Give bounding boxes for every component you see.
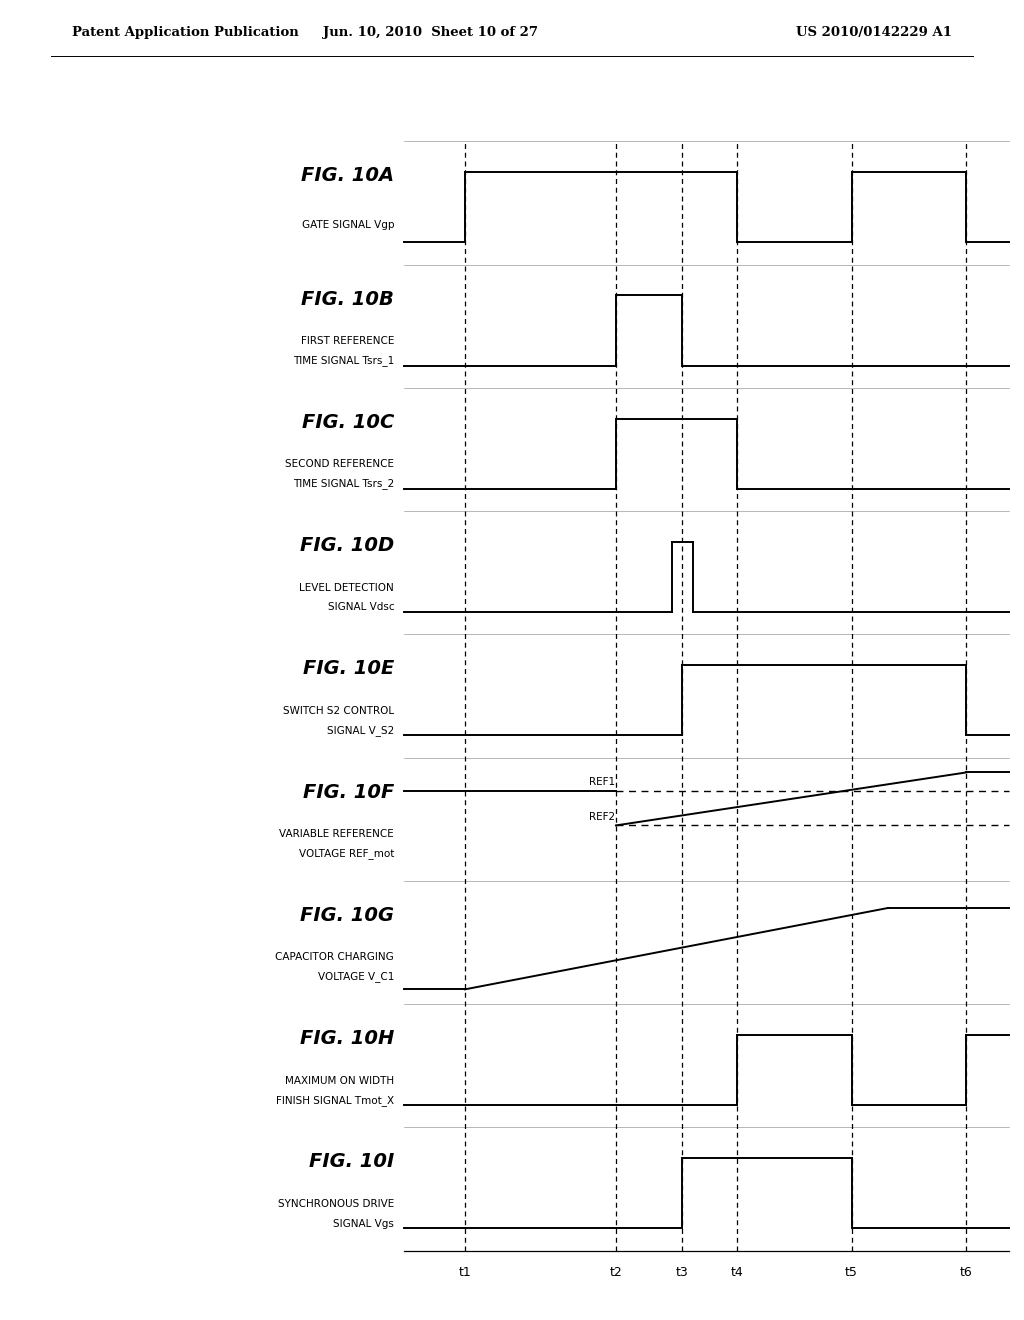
Text: REF1: REF1 — [589, 777, 614, 787]
Text: FIRST REFERENCE: FIRST REFERENCE — [301, 337, 394, 346]
Text: FIG. 10D: FIG. 10D — [300, 536, 394, 556]
Text: CAPACITOR CHARGING: CAPACITOR CHARGING — [275, 952, 394, 962]
Text: GATE SIGNAL Vgp: GATE SIGNAL Vgp — [302, 220, 394, 230]
Text: t4: t4 — [730, 1266, 743, 1279]
Text: FIG. 10F: FIG. 10F — [303, 783, 394, 801]
Text: VOLTAGE REF_mot: VOLTAGE REF_mot — [299, 849, 394, 859]
Text: TIME SIGNAL Tsrs_1: TIME SIGNAL Tsrs_1 — [293, 355, 394, 366]
Text: LEVEL DETECTION: LEVEL DETECTION — [299, 582, 394, 593]
Text: FIG. 10H: FIG. 10H — [300, 1030, 394, 1048]
Text: FIG. 10C: FIG. 10C — [302, 413, 394, 432]
Text: REF2: REF2 — [589, 812, 614, 821]
Text: FIG. 10E: FIG. 10E — [303, 660, 394, 678]
Text: t1: t1 — [459, 1266, 471, 1279]
Text: FINISH SIGNAL Tmot_X: FINISH SIGNAL Tmot_X — [276, 1094, 394, 1106]
Text: FIG. 10A: FIG. 10A — [301, 166, 394, 185]
Text: SIGNAL V_S2: SIGNAL V_S2 — [327, 725, 394, 737]
Text: SIGNAL Vgs: SIGNAL Vgs — [334, 1218, 394, 1229]
Text: VARIABLE REFERENCE: VARIABLE REFERENCE — [280, 829, 394, 840]
Text: Patent Application Publication: Patent Application Publication — [72, 26, 298, 40]
Text: Jun. 10, 2010  Sheet 10 of 27: Jun. 10, 2010 Sheet 10 of 27 — [323, 26, 538, 40]
Text: VOLTAGE V_C1: VOLTAGE V_C1 — [317, 972, 394, 982]
Text: SECOND REFERENCE: SECOND REFERENCE — [286, 459, 394, 470]
Text: SYNCHRONOUS DRIVE: SYNCHRONOUS DRIVE — [278, 1199, 394, 1209]
Text: FIG. 10G: FIG. 10G — [300, 906, 394, 925]
Text: t6: t6 — [959, 1266, 973, 1279]
Text: t3: t3 — [676, 1266, 689, 1279]
Text: FIG. 10I: FIG. 10I — [309, 1152, 394, 1171]
Text: MAXIMUM ON WIDTH: MAXIMUM ON WIDTH — [285, 1076, 394, 1085]
Text: TIME SIGNAL Tsrs_2: TIME SIGNAL Tsrs_2 — [293, 479, 394, 490]
Text: FIG. 10B: FIG. 10B — [301, 289, 394, 309]
Text: SIGNAL Vdsc: SIGNAL Vdsc — [328, 602, 394, 612]
Text: SWITCH S2 CONTROL: SWITCH S2 CONTROL — [283, 706, 394, 715]
Text: t2: t2 — [609, 1266, 623, 1279]
Text: US 2010/0142229 A1: US 2010/0142229 A1 — [797, 26, 952, 40]
Text: t5: t5 — [845, 1266, 858, 1279]
